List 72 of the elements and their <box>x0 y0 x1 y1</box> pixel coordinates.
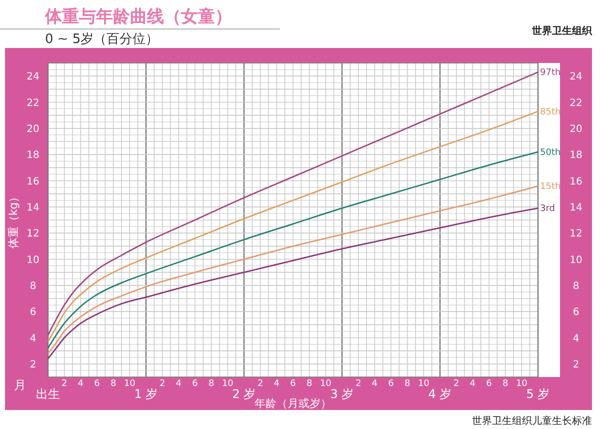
y-tick-label: 2 <box>30 359 36 370</box>
text: 8 <box>306 379 312 389</box>
text: 4 <box>78 379 84 389</box>
y2-tick-label: 14 <box>570 202 582 214</box>
text: 6 <box>486 379 492 389</box>
text: 月 <box>14 378 26 392</box>
y-tick-label: 4 <box>30 333 36 344</box>
chart-title: 体重与年龄曲线（女童） <box>44 7 232 27</box>
text: 2 <box>61 379 68 389</box>
text: 8 <box>404 379 410 389</box>
text: 8 <box>208 379 214 389</box>
x-tick-label: 5 岁 <box>526 387 550 401</box>
series-label: 50th <box>540 148 561 158</box>
y-tick-label: 14 <box>26 202 40 214</box>
text: 10 <box>516 379 528 389</box>
y2-tick-label: 2 <box>572 359 580 370</box>
line-series <box>47 208 539 360</box>
y-tick-label: 8 <box>30 280 36 292</box>
text: 2 <box>453 379 460 389</box>
text: 8 <box>502 379 508 389</box>
text: 10 <box>222 379 234 389</box>
text: 6 <box>192 379 198 389</box>
x-axis-title: 年龄（月或岁） <box>254 397 332 410</box>
text: 4 <box>176 379 182 389</box>
text: 2 <box>257 379 264 389</box>
y2-tick-label: 4 <box>572 333 580 344</box>
line-series <box>47 151 539 349</box>
line-series <box>47 185 539 354</box>
y2-tick-label: 16 <box>570 176 582 188</box>
text: 2 <box>159 379 166 389</box>
text: 世界卫生组织儿童生长标准 <box>472 415 592 427</box>
text: 2 <box>355 379 362 389</box>
chart-subtitle: 0 ~ 5岁（百分位） <box>45 32 159 47</box>
y-tick-label: 22 <box>26 98 40 109</box>
y2-tick-label: 12 <box>570 228 582 240</box>
x-tick-label: 3 岁 <box>330 387 354 401</box>
y-tick-label: 10 <box>26 254 40 266</box>
text: 世界卫生组织 <box>531 25 593 37</box>
text: 10 <box>124 379 136 389</box>
y-tick-label: 12 <box>26 228 40 240</box>
x-tick-label: 4 岁 <box>428 387 452 401</box>
y2-tick-label: 18 <box>570 150 582 162</box>
x-tick-label: 1 岁 <box>134 387 158 401</box>
text: 8 <box>110 379 116 389</box>
text: 4 <box>372 379 378 389</box>
text: 4 <box>274 379 280 389</box>
y-tick-label: 6 <box>30 307 36 318</box>
y2-tick-label: 6 <box>572 307 580 318</box>
line-series <box>47 110 539 342</box>
series-label: 97th <box>540 68 561 78</box>
text: 10 <box>418 379 430 389</box>
text: 10 <box>320 379 332 389</box>
series-label: 85th <box>540 107 561 118</box>
y-tick-label: 16 <box>26 176 40 188</box>
y-axis-title: 体重（kg） <box>7 191 20 249</box>
y-tick-label: 18 <box>26 150 40 162</box>
y2-tick-label: 8 <box>572 280 580 292</box>
y-tick-label: 20 <box>26 124 40 135</box>
y2-tick-label: 24 <box>570 72 582 83</box>
text: 6 <box>94 379 100 389</box>
text: 4 <box>470 379 476 389</box>
y2-tick-label: 20 <box>570 124 582 135</box>
series-label: 15th <box>540 182 561 192</box>
text: 6 <box>388 379 394 389</box>
x-tick-label: 出生 <box>36 387 60 401</box>
y2-tick-label: 22 <box>570 98 582 109</box>
line-series <box>47 71 539 336</box>
text: 6 <box>290 379 296 389</box>
y-tick-label: 24 <box>26 72 40 83</box>
y2-tick-label: 10 <box>570 254 582 266</box>
x-tick-label: 2 岁 <box>232 387 256 401</box>
series-label: 3rd <box>540 204 555 214</box>
